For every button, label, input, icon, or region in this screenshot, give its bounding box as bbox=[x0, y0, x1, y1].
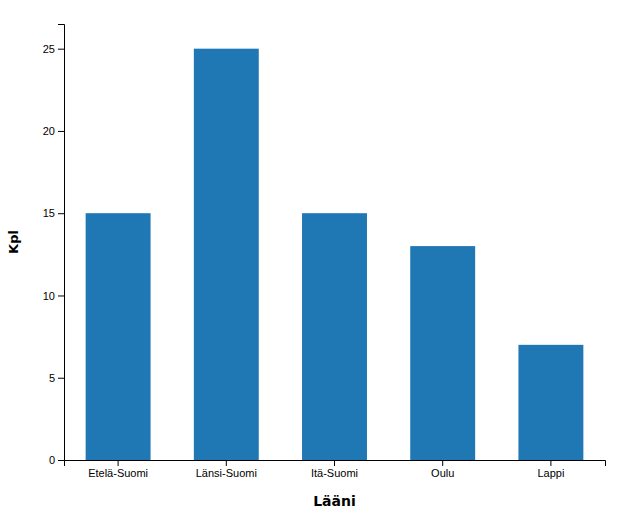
chart: Etelä-Suomi Länsi-Suomi Itä-Suomi Oulu Lappi… bbox=[0, 0, 629, 524]
y-tick-label: 10 bbox=[43, 289, 55, 301]
bar bbox=[518, 345, 583, 460]
x-axis: Etelä-Suomi Länsi-Suomi Itä-Suomi Oulu Lappi bbox=[65, 460, 606, 479]
x-tick-label: Etelä-Suomi bbox=[88, 467, 148, 479]
y-tick-mark bbox=[58, 378, 64, 379]
y-axis-line bbox=[58, 25, 65, 461]
y-axis: 0 5 10 15 20 25 bbox=[43, 25, 65, 467]
x-tick-mark bbox=[118, 460, 119, 466]
y-tick: 0 bbox=[49, 454, 64, 466]
x-tick: Länsi-Suomi bbox=[196, 460, 257, 479]
y-axis-title: Kpl bbox=[6, 230, 21, 254]
y-tick-label: 15 bbox=[43, 207, 55, 219]
x-tick: Lappi bbox=[537, 460, 564, 479]
y-tick-mark bbox=[58, 131, 64, 132]
x-tick-mark bbox=[550, 460, 551, 466]
y-tick-mark bbox=[58, 213, 64, 214]
y-tick: 10 bbox=[43, 289, 64, 301]
bar bbox=[194, 49, 259, 460]
y-tick-label: 20 bbox=[43, 125, 55, 137]
y-tick-label: 25 bbox=[43, 43, 55, 55]
x-tick-label: Länsi-Suomi bbox=[196, 467, 257, 479]
bars bbox=[86, 49, 584, 460]
y-tick: 20 bbox=[43, 125, 64, 137]
y-tick-label: 5 bbox=[49, 372, 55, 384]
x-tick: Oulu bbox=[431, 460, 454, 479]
x-tick: Etelä-Suomi bbox=[88, 460, 148, 479]
x-tick: Itä-Suomi bbox=[311, 460, 358, 479]
y-tick: 5 bbox=[49, 372, 64, 384]
y-tick-mark bbox=[58, 295, 64, 296]
y-tick: 15 bbox=[43, 207, 64, 219]
x-tick-mark bbox=[442, 460, 443, 466]
bar bbox=[302, 213, 367, 460]
y-tick-mark bbox=[58, 49, 64, 50]
x-tick-label: Lappi bbox=[537, 467, 564, 479]
x-axis-line bbox=[65, 461, 606, 467]
bar bbox=[410, 246, 475, 460]
y-tick-label: 0 bbox=[49, 454, 55, 466]
x-tick-mark bbox=[334, 460, 335, 466]
x-tick-label: Itä-Suomi bbox=[311, 467, 358, 479]
x-tick-label: Oulu bbox=[431, 467, 454, 479]
plot: Etelä-Suomi Länsi-Suomi Itä-Suomi Oulu Lappi… bbox=[43, 25, 606, 479]
y-tick: 25 bbox=[43, 43, 64, 55]
bar bbox=[86, 213, 151, 460]
x-axis-title: Lääni bbox=[313, 493, 356, 509]
x-tick-mark bbox=[226, 460, 227, 466]
y-tick-mark bbox=[58, 460, 64, 461]
